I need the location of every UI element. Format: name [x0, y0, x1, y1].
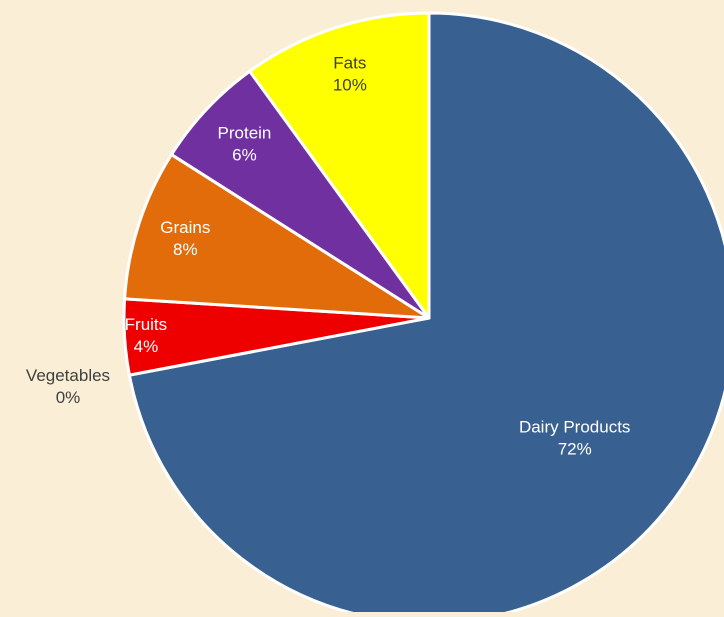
- pie-label-value-protein: 6%: [232, 146, 257, 165]
- pie-label-category-fats: Fats: [333, 53, 366, 72]
- pie-label-value-fruits: 4%: [134, 337, 159, 356]
- pie-label-fats: Fats 10%: [333, 53, 367, 94]
- pie-label-category-fruits: Fruits: [125, 315, 168, 334]
- pie-label-value-grains: 8%: [173, 240, 198, 259]
- pie-label-fruits: Fruits 4%: [125, 315, 168, 356]
- pie-label-value-dairy-products: 72%: [558, 440, 592, 459]
- pie-label-value-fats: 10%: [333, 75, 367, 94]
- pie-label-vegetables: Vegetables 0%: [26, 366, 110, 407]
- pie-slice-fats: [248, 11, 431, 320]
- pie-label-category-dairy-products: Dairy Products: [519, 418, 630, 437]
- pie-label-category-protein: Protein: [218, 124, 272, 143]
- pie-label-category-grains: Grains: [160, 218, 210, 237]
- pie-slices: [122, 11, 724, 617]
- pie-label-category-vegetables: Vegetables: [26, 366, 110, 385]
- pie-label-dairy-products: Dairy Products 72%: [519, 418, 630, 459]
- pie-label-protein: Protein 6%: [218, 124, 272, 165]
- pie-label-grains: Grains 8%: [160, 218, 210, 259]
- pie-labels: Dairy Products 72% Vegetables 0% Fruits 4% Gra…: [26, 53, 631, 458]
- pie-label-value-vegetables: 0%: [56, 388, 81, 407]
- pie-slice-grains: [123, 153, 431, 320]
- pie-slice-dairy-products: [127, 11, 724, 617]
